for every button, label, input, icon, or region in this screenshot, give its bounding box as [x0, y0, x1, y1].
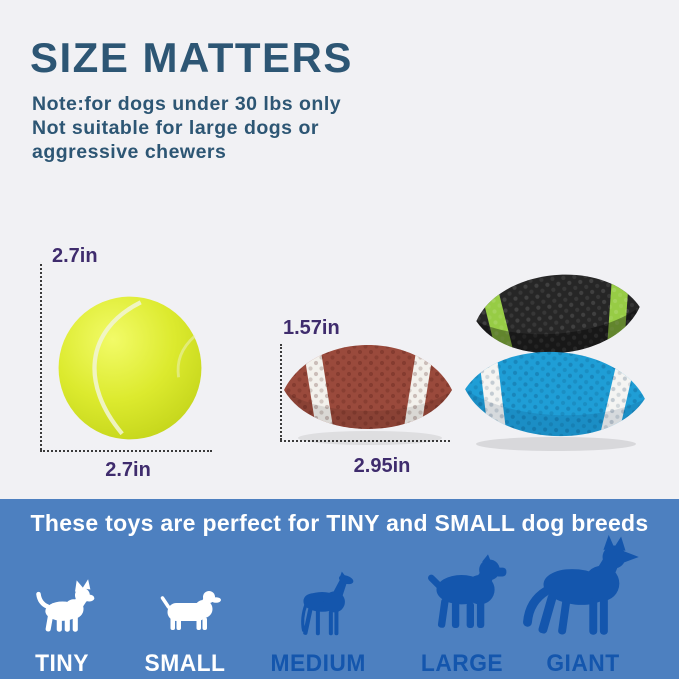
football-width-label: 2.95in [353, 455, 411, 477]
note-text: Note:for dogs under 30 lbs only Not suit… [32, 92, 341, 164]
size-banner: These toys are perfect for TINY and SMAL… [0, 499, 679, 679]
brown-football-image [284, 345, 452, 445]
breed-label-tiny: TINY [35, 650, 89, 677]
tiny-dog-icon [36, 579, 95, 632]
breed-label-small: SMALL [144, 650, 226, 677]
banner-text: These toys are perfect for TINY and SMAL… [30, 510, 649, 536]
breed-label-giant: GIANT [546, 650, 620, 677]
note-line-2: Not suitable for large dogs or [32, 117, 319, 139]
note-line-3: aggressive chewers [32, 141, 227, 163]
blue-football [462, 347, 648, 441]
note-line-1: Note:for dogs under 30 lbs only [32, 93, 342, 115]
football-width-dimension-line [280, 440, 450, 442]
football-height-label: 1.57in [283, 317, 340, 339]
football-height-dimension-line [280, 344, 282, 440]
small-dog-icon [160, 591, 221, 630]
large-dog-icon [427, 554, 507, 628]
breed-label-large: LARGE [420, 650, 504, 677]
tennis-ball-width-dimension-line [40, 450, 212, 452]
giant-dog-icon [523, 534, 639, 635]
tennis-ball-width-label: 2.7in [105, 459, 151, 481]
medium-dog-icon [301, 571, 354, 636]
black-and-blue-footballs-image [462, 268, 648, 451]
page-title: SIZE MATTERS [30, 34, 353, 81]
tennis-ball-height-dimension-line [40, 264, 42, 450]
breed-label-medium: MEDIUM [270, 650, 366, 677]
tennis-ball-height-label: 2.7in [52, 245, 98, 267]
tennis-ball-image [58, 296, 202, 440]
